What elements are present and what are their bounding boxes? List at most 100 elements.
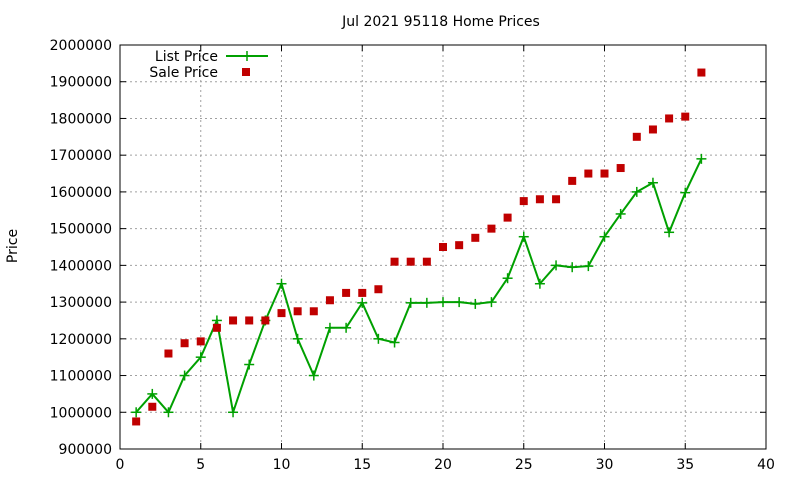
sale-price-point — [132, 417, 141, 426]
list-price-point — [421, 297, 432, 308]
list-price-point — [583, 261, 594, 272]
list-price-point — [486, 297, 497, 308]
sale-price-point — [422, 257, 431, 266]
sale-price-point — [374, 285, 383, 294]
list-price-point — [599, 231, 610, 242]
sale-price-point — [681, 112, 690, 121]
y-tick-labels: 900000 1000000 1100000 1200000 1300000 140000… — [50, 38, 112, 458]
list-price-point — [615, 208, 626, 219]
list-price-point — [680, 187, 691, 198]
y-tick-label: 1900000 — [50, 75, 112, 91]
legend-label-list-price: List Price — [155, 49, 218, 65]
list-price-point — [211, 315, 222, 326]
y-tick-label: 1300000 — [50, 295, 112, 311]
sale-price-point — [390, 257, 399, 266]
list-price-point — [502, 273, 513, 284]
sale-price-point — [164, 349, 173, 358]
sale-price-point — [455, 241, 464, 250]
sale-price-point — [697, 68, 706, 77]
sale-price-point — [519, 197, 528, 206]
x-tick-label: 0 — [116, 457, 125, 473]
list-price-point — [341, 322, 352, 333]
legend-marker — [242, 51, 252, 61]
list-price-point — [195, 352, 206, 363]
list-price-point — [308, 370, 319, 381]
list-price-point — [631, 186, 642, 197]
legend-label-sale-price: Sale Price — [149, 65, 218, 81]
sale-price-point — [648, 125, 657, 134]
list-price-point — [147, 388, 158, 399]
list-price-point — [518, 231, 529, 242]
sale-price-point — [325, 296, 334, 305]
sale-price-point — [261, 316, 270, 325]
list-price-point — [163, 407, 174, 418]
series — [131, 68, 707, 426]
sale-price-point — [600, 169, 609, 178]
x-tick-label: 40 — [757, 457, 775, 473]
x-tick-label: 30 — [596, 457, 614, 473]
list-price-point — [179, 370, 190, 381]
x-tick-labels: 0 5 10 15 20 25 30 35 40 — [116, 457, 775, 473]
sale-price-point — [568, 176, 577, 185]
sale-price-point — [196, 337, 205, 346]
list-price-point — [244, 359, 255, 370]
x-tick-label: 15 — [353, 457, 371, 473]
list-price-point — [567, 262, 578, 273]
x-tick-label: 25 — [515, 457, 533, 473]
y-tick-label: 1700000 — [50, 148, 112, 164]
legend: List Price Sale Price — [149, 49, 268, 81]
list-price-point — [131, 407, 142, 418]
legend-sample-sale-price — [242, 68, 250, 76]
list-price-point — [292, 333, 303, 344]
x-tick-label: 10 — [273, 457, 291, 473]
list-price-point — [373, 333, 384, 344]
list-price-point — [276, 278, 287, 289]
sale-price-point — [229, 316, 238, 325]
sale-price-point — [277, 309, 286, 318]
sale-price-point — [584, 169, 593, 178]
y-tick-label: 1800000 — [50, 111, 112, 127]
x-tick-label: 5 — [196, 457, 205, 473]
series-list-price — [131, 153, 707, 418]
sale-price-point — [616, 164, 625, 173]
sale-price-point — [535, 195, 544, 204]
sale-price-point — [406, 257, 415, 266]
sale-price-point — [487, 224, 496, 233]
y-tick-label: 1200000 — [50, 332, 112, 348]
sale-price-point — [245, 316, 254, 325]
list-price-point — [438, 297, 448, 308]
list-price-line — [135, 158, 703, 415]
sale-price-point — [358, 288, 367, 297]
y-tick-label: 900000 — [59, 442, 112, 458]
sale-price-point — [439, 243, 447, 251]
y-axis-label: Price — [5, 229, 21, 263]
sale-price-point — [212, 323, 221, 332]
list-price-point — [405, 297, 416, 308]
x-tick-label: 35 — [676, 457, 694, 473]
sale-price-point — [148, 402, 157, 411]
list-price-point — [696, 153, 707, 164]
list-price-point — [454, 297, 465, 308]
list-price-point — [357, 297, 368, 308]
y-tick-label: 2000000 — [50, 38, 112, 54]
list-price-point — [470, 298, 481, 309]
sale-price-point — [552, 195, 561, 204]
axis-ticks — [119, 44, 767, 450]
legend-marker — [242, 68, 250, 76]
list-price-point — [389, 337, 400, 348]
y-tick-label: 1000000 — [50, 405, 112, 421]
sale-price-point — [665, 114, 674, 123]
list-price-point — [551, 260, 562, 271]
chart-title: Jul 2021 95118 Home Prices — [341, 14, 540, 30]
sale-price-point — [342, 288, 351, 297]
sale-price-point — [632, 132, 641, 141]
y-tick-label: 1500000 — [50, 222, 112, 238]
list-price-point — [228, 407, 239, 418]
sale-price-point — [293, 307, 302, 316]
list-price-point — [534, 278, 545, 289]
y-tick-label: 1600000 — [50, 185, 112, 201]
y-tick-label: 1400000 — [50, 258, 112, 274]
x-tick-label: 20 — [434, 457, 452, 473]
